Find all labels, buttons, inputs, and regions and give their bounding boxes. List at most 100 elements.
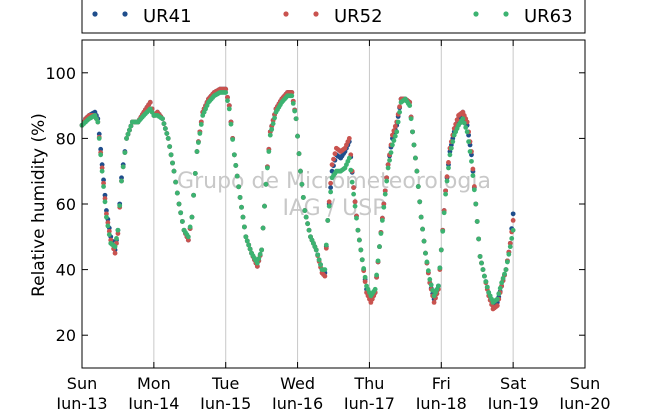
x-tick-date-label: Jun-18	[415, 394, 467, 409]
data-point	[410, 129, 415, 135]
data-point	[499, 280, 505, 286]
data-point	[96, 136, 102, 141]
data-point	[507, 244, 513, 250]
data-point	[305, 221, 311, 227]
data-point	[124, 136, 129, 141]
data-point	[427, 277, 433, 282]
data-point	[328, 189, 334, 195]
data-point	[270, 121, 276, 127]
data-point	[349, 179, 355, 185]
data-point	[95, 119, 101, 125]
data-point	[226, 106, 232, 112]
data-point	[99, 168, 105, 174]
data-point	[443, 188, 448, 194]
data-point	[115, 231, 121, 236]
data-point	[257, 251, 263, 257]
x-tick-day-label: Thu	[353, 374, 384, 393]
data-point	[466, 139, 471, 145]
data-point	[160, 116, 165, 122]
series-group	[79, 86, 516, 312]
data-point	[331, 156, 336, 162]
data-point	[174, 190, 180, 196]
data-point	[362, 279, 368, 285]
y-axis: 20 40 60 80 100	[45, 64, 585, 345]
data-point	[476, 236, 482, 242]
data-point	[448, 145, 454, 151]
data-point	[318, 262, 323, 268]
data-point	[328, 185, 334, 191]
data-point	[446, 165, 451, 171]
y-tick-label: 100	[45, 64, 76, 83]
legend: UR41 UR52 UR63	[81, 0, 586, 34]
data-point	[267, 132, 273, 138]
data-point	[323, 245, 329, 251]
data-point	[502, 271, 507, 277]
data-point	[326, 203, 332, 209]
data-point	[394, 129, 400, 135]
data-point	[254, 263, 260, 269]
data-point	[510, 211, 516, 217]
data-point	[356, 237, 362, 243]
data-point	[332, 151, 338, 157]
series-UR63	[79, 90, 516, 305]
data-point	[263, 181, 269, 187]
data-point	[464, 129, 470, 135]
legend-marker-1a	[283, 11, 289, 17]
data-point	[421, 238, 427, 244]
legend-marker-2a	[473, 11, 479, 17]
watermark-line-2: IAG / USP	[283, 196, 386, 221]
data-point	[269, 126, 275, 132]
data-point	[496, 291, 502, 297]
data-point	[296, 151, 302, 157]
data-point	[444, 178, 450, 184]
data-point	[101, 184, 106, 189]
data-point	[387, 157, 392, 163]
data-point	[384, 178, 390, 184]
data-point	[444, 174, 450, 180]
data-point	[500, 275, 506, 281]
data-point	[226, 103, 232, 108]
data-point	[467, 149, 473, 154]
data-point	[165, 136, 171, 141]
data-point	[179, 219, 185, 224]
data-point	[374, 272, 380, 278]
data-point	[295, 133, 300, 139]
data-point	[346, 155, 352, 161]
data-point	[114, 236, 119, 241]
data-point	[397, 109, 403, 115]
legend-marker-1b	[313, 11, 319, 17]
data-point	[378, 231, 384, 236]
data-point	[346, 136, 352, 141]
data-point	[469, 158, 474, 164]
data-point	[254, 260, 260, 266]
data-point	[506, 251, 512, 257]
data-point	[447, 152, 453, 158]
data-point	[170, 160, 175, 166]
data-point	[247, 246, 253, 252]
data-point	[436, 283, 441, 289]
data-point	[460, 116, 466, 122]
data-point	[379, 218, 385, 223]
legend-label-1: UR52	[334, 6, 383, 27]
data-point	[104, 208, 109, 213]
data-point	[407, 103, 413, 108]
data-point	[303, 214, 309, 220]
y-tick-label: 80	[56, 129, 76, 148]
data-point	[385, 162, 391, 168]
data-point	[178, 210, 184, 216]
data-point	[454, 117, 460, 123]
data-point	[323, 242, 329, 248]
x-tick-date-label: Jun-15	[199, 394, 251, 409]
data-point	[290, 101, 296, 106]
x-tick-date-label: Jun-13	[55, 394, 107, 409]
data-point	[119, 178, 124, 184]
x-tick-day-label: Fri	[432, 374, 451, 393]
data-point	[322, 267, 328, 272]
data-point	[437, 265, 443, 271]
data-point	[302, 208, 308, 213]
data-point	[471, 187, 477, 193]
legend-entry-2: UR63	[473, 6, 573, 27]
data-point	[431, 300, 437, 305]
data-point	[242, 224, 247, 230]
data-point	[99, 165, 105, 171]
